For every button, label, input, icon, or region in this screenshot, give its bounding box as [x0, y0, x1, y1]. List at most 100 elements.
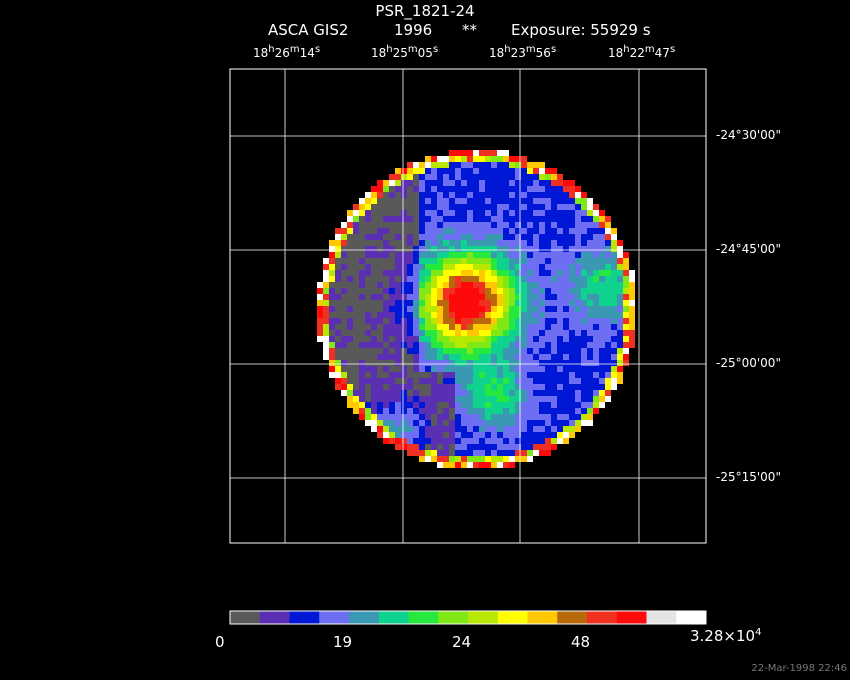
intensity-pixel — [509, 426, 515, 432]
intensity-pixel — [629, 306, 635, 312]
intensity-pixel — [557, 198, 563, 204]
intensity-pixel — [479, 162, 485, 168]
colorbar-border — [229, 610, 707, 625]
intensity-pixel — [563, 240, 569, 246]
intensity-pixel — [485, 228, 491, 234]
intensity-pixel — [533, 282, 539, 288]
intensity-pixel — [569, 324, 575, 330]
intensity-pixel — [563, 192, 569, 198]
intensity-pixel — [497, 156, 503, 162]
intensity-pixel — [509, 450, 515, 456]
intensity-pixel — [389, 294, 395, 300]
intensity-pixel — [365, 378, 371, 384]
intensity-pixel — [533, 204, 539, 210]
intensity-pixel — [557, 426, 563, 432]
intensity-pixel — [365, 192, 371, 198]
intensity-pixel — [503, 174, 509, 180]
intensity-pixel — [419, 174, 425, 180]
intensity-pixel — [473, 342, 479, 348]
intensity-pixel — [539, 270, 545, 276]
intensity-pixel — [407, 204, 413, 210]
intensity-pixel — [587, 372, 593, 378]
intensity-pixel — [539, 174, 545, 180]
intensity-pixel — [407, 336, 413, 342]
intensity-pixel — [383, 186, 389, 192]
intensity-pixel — [461, 384, 467, 390]
intensity-pixel — [431, 258, 437, 264]
intensity-pixel — [425, 210, 431, 216]
intensity-pixel — [419, 270, 425, 276]
intensity-pixel — [401, 276, 407, 282]
intensity-pixel — [569, 252, 575, 258]
intensity-pixel — [377, 378, 383, 384]
intensity-pixel — [593, 342, 599, 348]
intensity-pixel — [527, 162, 533, 168]
intensity-pixel — [485, 252, 491, 258]
intensity-pixel — [395, 414, 401, 420]
intensity-pixel — [407, 318, 413, 324]
intensity-pixel — [539, 378, 545, 384]
intensity-pixel — [521, 234, 527, 240]
intensity-pixel — [485, 336, 491, 342]
intensity-pixel — [431, 312, 437, 318]
intensity-pixel — [473, 330, 479, 336]
intensity-pixel — [407, 174, 413, 180]
intensity-pixel — [593, 396, 599, 402]
intensity-pixel — [425, 198, 431, 204]
intensity-pixel — [503, 330, 509, 336]
intensity-pixel — [581, 216, 587, 222]
intensity-pixel — [509, 408, 515, 414]
intensity-pixel — [575, 324, 581, 330]
intensity-pixel — [491, 396, 497, 402]
intensity-pixel — [521, 300, 527, 306]
intensity-pixel — [479, 174, 485, 180]
intensity-pixel — [545, 246, 551, 252]
intensity-pixel — [413, 306, 419, 312]
intensity-pixel — [383, 432, 389, 438]
intensity-pixel — [557, 186, 563, 192]
intensity-pixel — [557, 432, 563, 438]
intensity-pixel — [395, 222, 401, 228]
intensity-pixel — [413, 222, 419, 228]
intensity-pixel — [563, 258, 569, 264]
intensity-pixel — [443, 216, 449, 222]
intensity-pixel — [467, 240, 473, 246]
intensity-pixel — [527, 354, 533, 360]
intensity-pixel — [593, 354, 599, 360]
intensity-pixel — [551, 228, 557, 234]
intensity-pixel — [581, 228, 587, 234]
intensity-pixel — [491, 348, 497, 354]
intensity-pixel — [335, 342, 341, 348]
intensity-pixel — [449, 240, 455, 246]
intensity-pixel — [479, 234, 485, 240]
intensity-pixel — [365, 246, 371, 252]
intensity-pixel — [419, 162, 425, 168]
intensity-pixel — [605, 216, 611, 222]
intensity-pixel — [623, 306, 629, 312]
intensity-pixel — [491, 198, 497, 204]
intensity-pixel — [521, 168, 527, 174]
intensity-pixel — [539, 282, 545, 288]
intensity-pixel — [551, 186, 557, 192]
intensity-pixel — [383, 426, 389, 432]
intensity-pixel — [371, 396, 377, 402]
intensity-pixel — [593, 210, 599, 216]
intensity-pixel — [545, 372, 551, 378]
intensity-pixel — [497, 456, 503, 462]
intensity-pixel — [353, 222, 359, 228]
intensity-pixel — [443, 258, 449, 264]
intensity-pixel — [419, 438, 425, 444]
intensity-pixel — [521, 426, 527, 432]
intensity-pixel — [395, 426, 401, 432]
intensity-pixel — [533, 294, 539, 300]
intensity-pixel — [479, 270, 485, 276]
intensity-pixel — [611, 306, 617, 312]
intensity-pixel — [623, 330, 629, 336]
intensity-pixel — [581, 408, 587, 414]
intensity-pixel — [557, 438, 563, 444]
colorbar-swatch — [616, 611, 647, 624]
intensity-pixel — [425, 204, 431, 210]
intensity-pixel — [425, 276, 431, 282]
intensity-pixel — [515, 234, 521, 240]
intensity-pixel — [533, 186, 539, 192]
